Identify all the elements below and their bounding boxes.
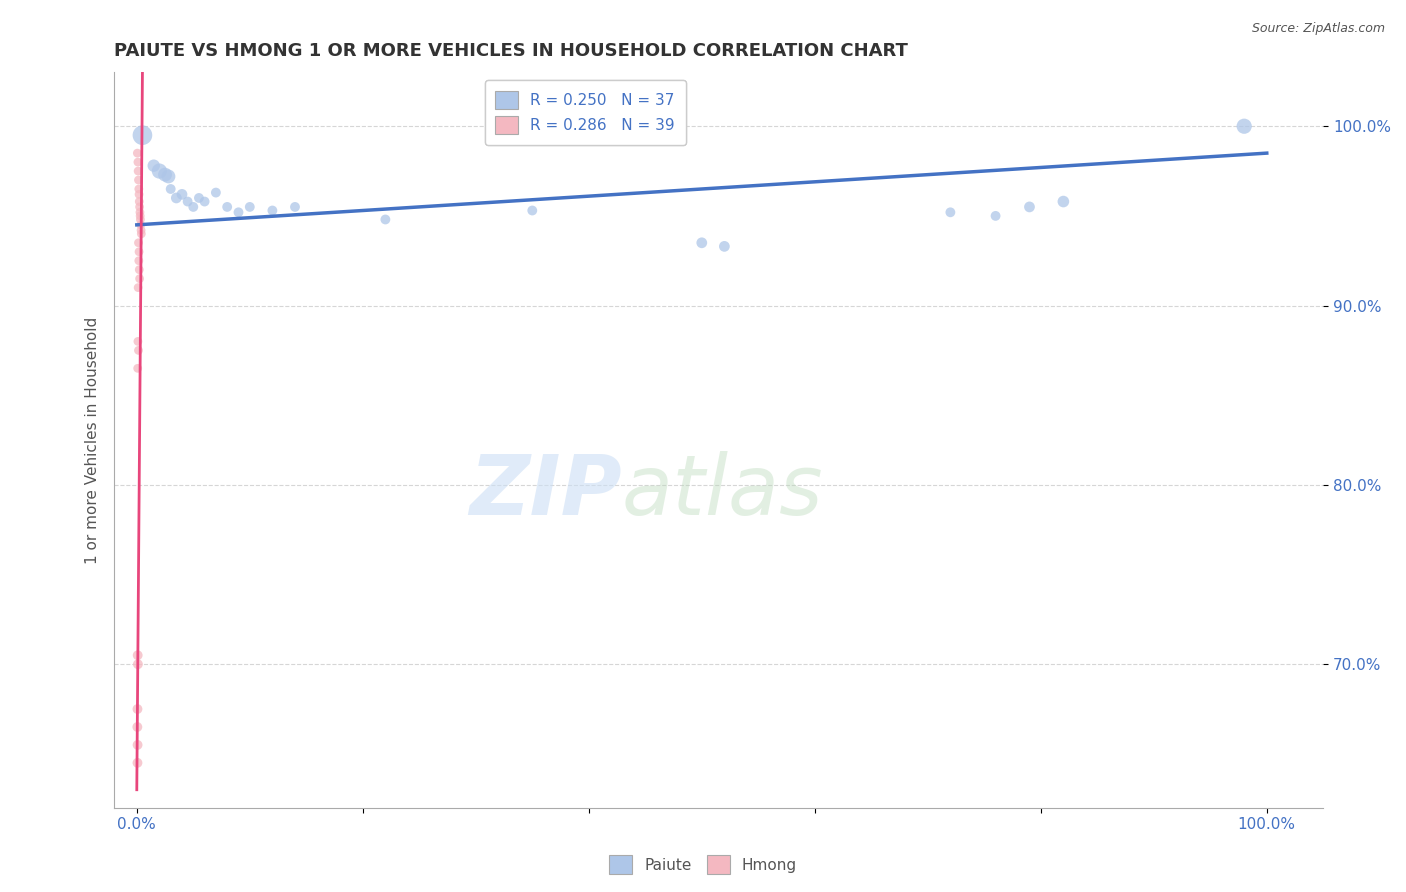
Point <box>239 200 262 214</box>
Point <box>181 200 204 214</box>
Point <box>131 128 153 143</box>
Point <box>129 209 152 223</box>
Point <box>127 361 149 376</box>
Point <box>128 253 150 268</box>
Point <box>129 205 152 219</box>
Legend: Paiute, Hmong: Paiute, Hmong <box>603 849 803 880</box>
Point <box>194 194 217 209</box>
Point <box>205 186 228 200</box>
Point <box>128 271 150 285</box>
Legend: R = 0.250   N = 37, R = 0.286   N = 39: R = 0.250 N = 37, R = 0.286 N = 39 <box>485 80 686 145</box>
Point <box>284 200 307 214</box>
Point <box>127 702 149 716</box>
Point <box>129 223 152 237</box>
Point <box>128 182 150 196</box>
Y-axis label: 1 or more Vehicles in Household: 1 or more Vehicles in Household <box>86 317 100 564</box>
Point <box>128 187 150 202</box>
Point <box>127 155 149 169</box>
Point <box>165 191 187 205</box>
Point <box>148 164 170 178</box>
Text: PAIUTE VS HMONG 1 OR MORE VEHICLES IN HOUSEHOLD CORRELATION CHART: PAIUTE VS HMONG 1 OR MORE VEHICLES IN HO… <box>114 42 908 60</box>
Point <box>127 235 149 250</box>
Point <box>142 159 165 173</box>
Point <box>153 168 176 182</box>
Point <box>1052 194 1074 209</box>
Point <box>127 343 149 358</box>
Text: atlas: atlas <box>621 451 824 532</box>
Point <box>127 738 149 752</box>
Point <box>128 200 150 214</box>
Point <box>127 280 149 294</box>
Point <box>1233 120 1256 134</box>
Point <box>128 244 150 259</box>
Point <box>984 209 1007 223</box>
Point <box>157 169 180 184</box>
Text: ZIP: ZIP <box>470 451 621 532</box>
Point <box>129 218 152 232</box>
Point <box>262 203 284 218</box>
Point <box>131 227 153 241</box>
Point <box>170 187 193 202</box>
Text: Source: ZipAtlas.com: Source: ZipAtlas.com <box>1251 22 1385 36</box>
Point <box>713 239 735 253</box>
Point <box>127 648 149 663</box>
Point <box>127 720 149 734</box>
Point <box>127 756 149 770</box>
Point <box>127 657 149 672</box>
Point <box>228 205 250 219</box>
Point <box>127 164 149 178</box>
Point <box>159 182 181 196</box>
Point <box>127 173 149 187</box>
Point <box>176 194 198 209</box>
Point <box>522 203 544 218</box>
Point <box>129 212 152 227</box>
Point <box>690 235 713 250</box>
Point <box>187 191 209 205</box>
Point <box>374 212 396 227</box>
Point <box>127 334 149 349</box>
Point <box>127 146 149 161</box>
Point <box>128 194 150 209</box>
Point <box>1018 200 1040 214</box>
Point <box>217 200 239 214</box>
Point <box>128 262 150 277</box>
Point <box>939 205 962 219</box>
